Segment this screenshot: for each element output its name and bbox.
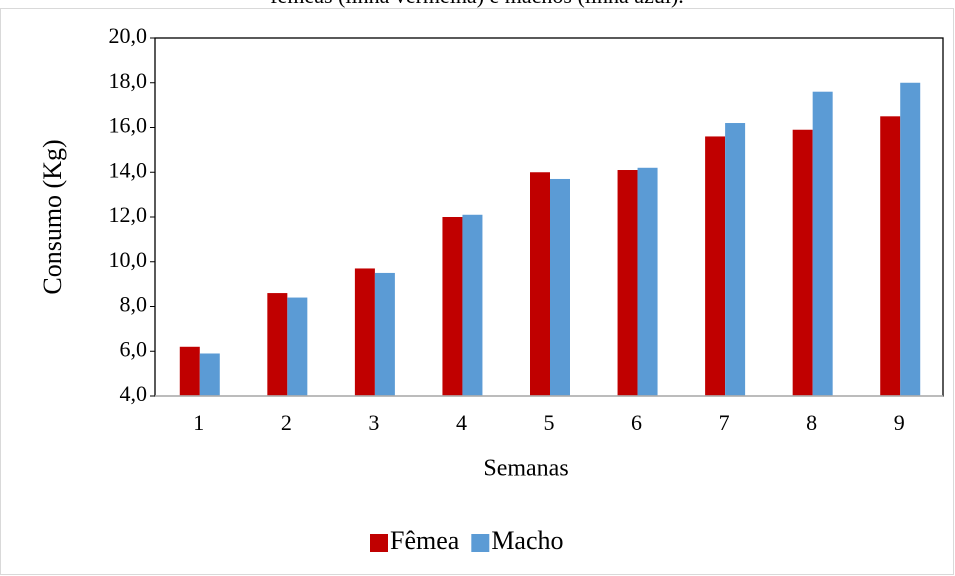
bar xyxy=(354,268,375,396)
bar xyxy=(900,82,921,396)
x-tick-label: 3 xyxy=(368,410,379,435)
chart-title: fêmeas (linha vermelha) e machos (linha … xyxy=(270,0,684,8)
bar xyxy=(637,167,658,396)
x-tick-label: 5 xyxy=(544,410,555,435)
bar xyxy=(287,297,308,396)
x-tick-label: 2 xyxy=(281,410,292,435)
y-tick-label: 18,0 xyxy=(109,68,148,93)
bar xyxy=(442,217,463,396)
y-tick-label: 8,0 xyxy=(120,292,148,317)
x-axis-title: Semanas xyxy=(483,456,568,482)
y-tick-label: 10,0 xyxy=(109,247,148,272)
bar xyxy=(199,353,220,396)
y-tick-label: 6,0 xyxy=(120,336,148,361)
bar xyxy=(550,178,570,396)
y-tick-label: 20,0 xyxy=(109,23,148,48)
y-tick-label: 16,0 xyxy=(109,113,148,138)
bar xyxy=(812,91,833,396)
y-axis-title: Consumo (Kg) xyxy=(38,139,67,294)
x-tick-label: 8 xyxy=(806,410,817,435)
legend-swatch xyxy=(370,534,388,552)
y-tick-label: 4,0 xyxy=(120,381,148,406)
bar xyxy=(530,172,550,396)
x-tick-label: 6 xyxy=(631,410,642,435)
y-tick-label: 14,0 xyxy=(109,157,148,182)
x-tick-label: 1 xyxy=(193,410,204,435)
bar xyxy=(267,293,288,396)
y-tick-label: 12,0 xyxy=(109,202,148,227)
bar xyxy=(374,272,395,396)
legend-label: Macho xyxy=(491,526,563,555)
bar xyxy=(880,116,901,396)
legend-swatch xyxy=(471,534,490,552)
x-tick-label: 9 xyxy=(894,410,905,435)
bar xyxy=(725,123,746,397)
x-tick-label: 4 xyxy=(456,410,467,435)
legend-label: Fêmea xyxy=(390,526,460,555)
bar xyxy=(792,129,813,397)
bar xyxy=(179,346,200,396)
bar xyxy=(617,170,638,396)
bar xyxy=(462,214,483,396)
x-tick-label: 7 xyxy=(719,410,730,435)
bar xyxy=(705,136,726,396)
